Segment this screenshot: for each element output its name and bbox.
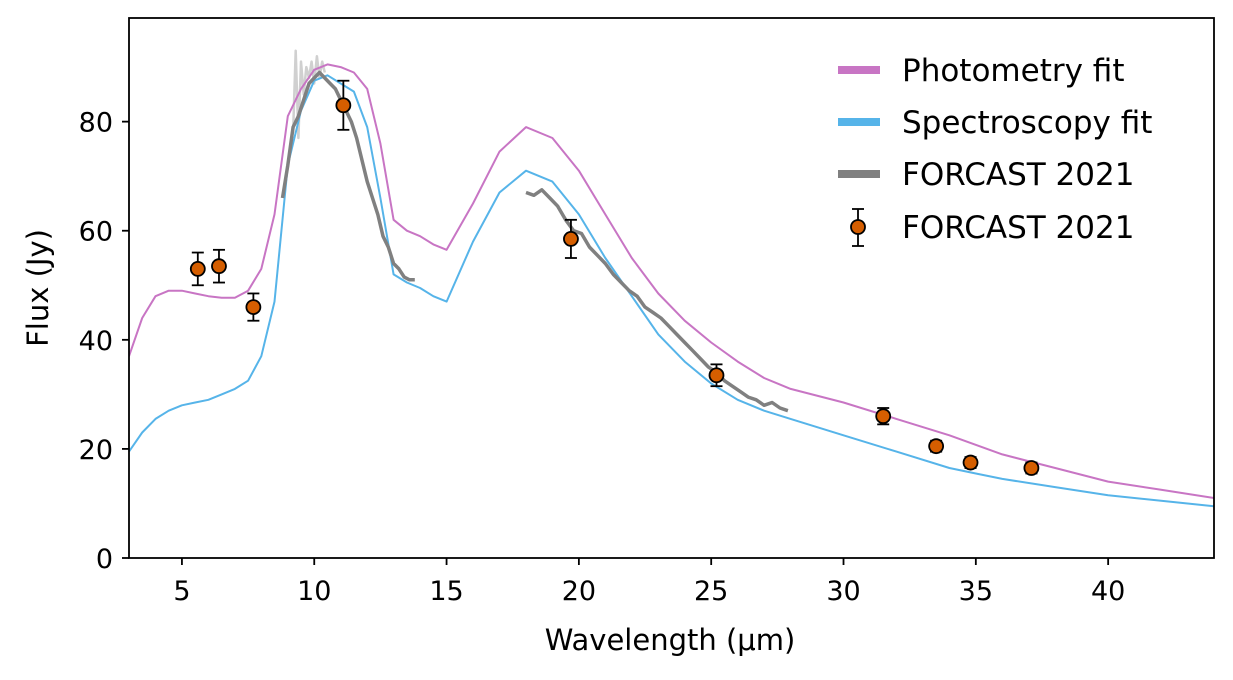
plot-frame — [128, 17, 1215, 559]
ticks-layer: 5 10 15 20 25 30 35 40 0 20 40 60 80 — [79, 108, 1126, 607]
forcast-photometry-point — [563, 218, 579, 259]
legend-marker — [850, 219, 866, 235]
legend-label-spectroscopy-fit: Spectroscopy fit — [902, 105, 1152, 141]
photometry-marker — [245, 299, 262, 315]
photometry-fit-line — [129, 63, 1214, 499]
y-tick-label: 40 — [79, 326, 113, 357]
photometry-marker — [563, 231, 579, 247]
x-tick-label: 20 — [562, 576, 596, 607]
x-tick-label: 25 — [694, 576, 728, 607]
x-tick-label: 35 — [959, 576, 993, 607]
photometry-points-layer — [189, 79, 1040, 476]
forcast-photometry-point — [875, 407, 892, 426]
legend: Photometry fit Spectroscopy fit FORCAST … — [838, 53, 1152, 247]
forcast-photometry-point — [708, 363, 725, 388]
photometry-marker — [708, 367, 725, 384]
y-tick-label: 60 — [79, 217, 113, 248]
photometry-marker — [928, 438, 945, 455]
x-tick-label: 10 — [297, 576, 331, 607]
x-tick-label: 40 — [1091, 576, 1125, 607]
forcast-photometry-point — [928, 438, 945, 455]
legend-swatch-forcast-photometry — [850, 208, 866, 247]
series-layer — [129, 49, 1214, 508]
photometry-marker — [189, 261, 206, 277]
legend-label-forcast-photometry: FORCAST 2021 — [902, 210, 1134, 246]
photometry-marker — [1023, 460, 1040, 476]
forcast-photometry-point — [962, 454, 979, 471]
y-tick-label: 20 — [79, 435, 113, 466]
forcast-photometry-point — [335, 79, 352, 131]
legend-label-photometry-fit: Photometry fit — [902, 53, 1124, 89]
photometry-marker — [335, 97, 352, 114]
photometry-marker — [875, 408, 892, 425]
x-tick-label: 15 — [429, 576, 463, 607]
spectroscopy-fit-line — [129, 74, 1214, 508]
forcast-photometry-point — [189, 251, 206, 287]
forcast-spectrum-line-segment-2 — [525, 188, 789, 413]
x-axis-label: Wavelength (μm) — [545, 623, 796, 657]
photometry-marker — [962, 454, 979, 471]
forcast-spectrum-line-segment-1 — [280, 70, 415, 282]
forcast-photometry-point — [1023, 460, 1040, 476]
y-tick-label: 0 — [96, 544, 113, 575]
y-tick-label: 80 — [79, 108, 113, 139]
photometry-marker — [211, 258, 227, 275]
x-tick-label: 30 — [826, 576, 860, 607]
legend-label-forcast-spectrum: FORCAST 2021 — [902, 157, 1134, 193]
forcast-photometry-point — [245, 292, 262, 322]
forcast-photometry-point — [211, 248, 227, 284]
x-tick-label: 5 — [173, 576, 190, 607]
y-axis-label: Flux (Jy) — [21, 229, 55, 347]
